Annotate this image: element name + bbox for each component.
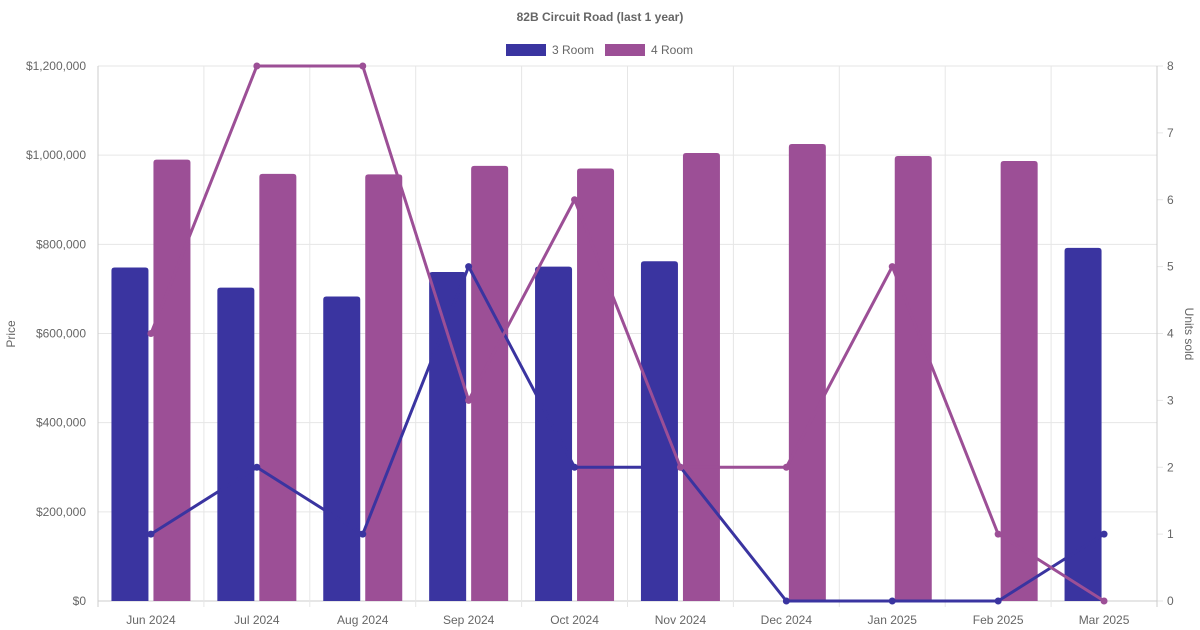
point-4-room-units <box>571 196 579 204</box>
point-4-room-units <box>147 330 155 337</box>
point-4-room-units <box>888 263 896 271</box>
y2-tick-label: 5 <box>1167 260 1174 274</box>
x-tick-label: Jan 2025 <box>868 613 918 627</box>
point-4-room-units <box>676 463 684 471</box>
y-tick-label: $200,000 <box>36 505 86 519</box>
bar-4-room <box>894 156 932 601</box>
y-axis-label: Price <box>4 320 18 348</box>
bar-3-room <box>535 266 573 601</box>
point-3-room-units <box>465 263 473 271</box>
point-3-room-units <box>888 597 896 605</box>
y2-tick-label: 6 <box>1167 193 1174 207</box>
y2-tick-label: 4 <box>1167 327 1174 341</box>
line-4-room-units <box>149 64 1105 603</box>
axes: $0 $200,000 $400,000 $600,000 $800,000 $1,000… <box>26 59 1174 627</box>
bar-4-room <box>682 152 720 601</box>
lines <box>147 62 1108 605</box>
y-tick-label: $1,200,000 <box>26 59 86 73</box>
y2-tick-label: 1 <box>1167 527 1174 541</box>
y2-tick-label: 2 <box>1167 460 1174 474</box>
bar-3-room <box>640 261 678 601</box>
point-3-room-units <box>782 597 790 605</box>
legend-swatch-4-room <box>605 44 645 56</box>
point-3-room-units <box>1100 530 1108 538</box>
x-tick-label: Nov 2024 <box>655 613 707 627</box>
x-tick-label: Sep 2024 <box>443 613 495 627</box>
point-3-room-units <box>994 597 1002 605</box>
x-tick-label: Jul 2024 <box>234 613 280 627</box>
point-3-room-units <box>253 463 261 471</box>
x-tick-label: Mar 2025 <box>1079 613 1130 627</box>
point-4-room-units <box>465 396 473 404</box>
legend[interactable]: 3 Room 4 Room <box>506 43 693 57</box>
y2-tick-label: 8 <box>1167 59 1174 73</box>
legend-swatch-3-room <box>506 44 546 56</box>
bar-4-room <box>471 165 509 601</box>
x-tick-label: Oct 2024 <box>550 613 599 627</box>
legend-label: 4 Room <box>651 43 693 57</box>
bar-3-room <box>217 287 255 601</box>
point-4-room-units <box>782 463 790 471</box>
bar-4-room <box>1000 160 1038 601</box>
y-tick-label: $1,000,000 <box>26 148 86 162</box>
point-3-room-units <box>359 530 367 538</box>
y2-axis-label: Units sold <box>1182 308 1196 361</box>
bars <box>111 144 1102 602</box>
x-tick-label: Aug 2024 <box>337 613 389 627</box>
bar-4-room <box>788 144 826 602</box>
point-4-room-units <box>1100 597 1108 605</box>
y-tick-label: $400,000 <box>36 416 86 430</box>
y2-tick-label: 0 <box>1167 594 1174 608</box>
bar-3-room <box>429 271 467 601</box>
x-tick-label: Jun 2024 <box>126 613 176 627</box>
bar-3-room <box>111 267 149 601</box>
y2-tick-label: 3 <box>1167 393 1174 407</box>
y-tick-label: $800,000 <box>36 237 86 251</box>
x-tick-label: Dec 2024 <box>761 613 813 627</box>
line-3-room-units <box>150 265 1105 603</box>
bar-4-room <box>365 174 403 601</box>
bar-4-room <box>153 159 191 601</box>
point-4-room-units <box>253 62 261 70</box>
y-tick-label: $600,000 <box>36 327 86 341</box>
bar-4-room <box>577 168 615 601</box>
point-4-room-units <box>359 62 367 70</box>
point-4-room-units <box>994 530 1002 538</box>
bar-4-room <box>259 173 297 601</box>
legend-label: 3 Room <box>552 43 594 57</box>
y-tick-label: $0 <box>73 594 87 608</box>
point-3-room-units <box>147 530 155 538</box>
chart-title: 82B Circuit Road (last 1 year) <box>517 10 684 24</box>
x-tick-label: Feb 2025 <box>973 613 1024 627</box>
bar-3-room <box>1064 247 1102 601</box>
y2-tick-label: 7 <box>1167 126 1174 140</box>
point-3-room-units <box>571 463 579 471</box>
bar-3-room <box>323 296 361 601</box>
